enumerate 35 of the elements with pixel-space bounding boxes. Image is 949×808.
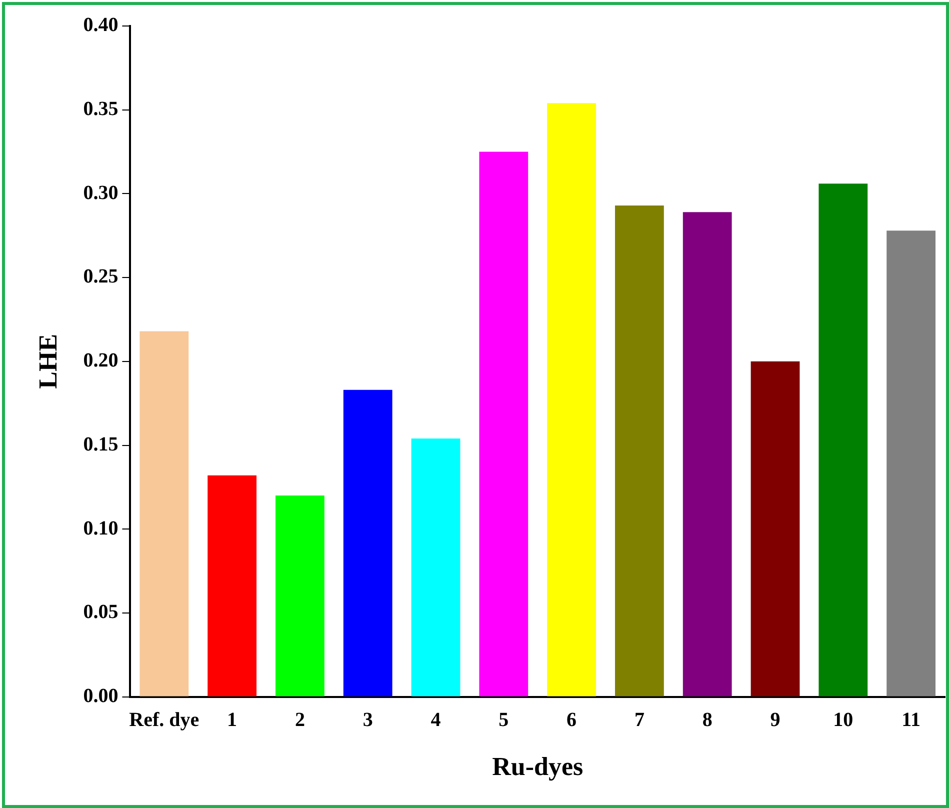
- y-tick-label: 0.35: [83, 98, 118, 120]
- bar: [140, 331, 189, 696]
- y-tick-label: 0.25: [83, 266, 118, 288]
- x-tick-label: 10: [833, 708, 854, 731]
- bar: [615, 205, 664, 696]
- x-tick-label: 7: [634, 708, 644, 731]
- y-tick-label: 0.00: [83, 684, 118, 707]
- bar: [547, 103, 596, 696]
- x-tick-label: 6: [566, 708, 577, 731]
- bar: [479, 152, 528, 696]
- bar: [682, 212, 732, 696]
- y-axis-title: LHE: [33, 334, 62, 389]
- x-tick-label: 2: [294, 708, 305, 731]
- x-tick-label: 5: [498, 708, 509, 731]
- y-tick-label: 0.05: [83, 601, 118, 624]
- bar: [818, 184, 868, 696]
- x-tick-label: 1: [227, 708, 238, 731]
- y-tick-label: 0.10: [83, 517, 118, 540]
- bar: [343, 390, 392, 696]
- x-tick-label: 9: [770, 708, 780, 731]
- bar: [750, 361, 800, 696]
- bar: [276, 496, 324, 696]
- y-tick-label: 0.15: [83, 433, 118, 456]
- bar: [886, 230, 936, 696]
- y-tick-label: 0.20: [83, 350, 118, 372]
- y-tick-label: 0.30: [83, 182, 118, 204]
- x-tick-label: 8: [702, 708, 712, 731]
- x-tick-label: Ref. dye: [129, 708, 200, 731]
- bar: [411, 438, 460, 696]
- bar: [208, 475, 256, 696]
- x-tick-label: 4: [430, 708, 441, 731]
- x-tick-label: 11: [902, 708, 921, 731]
- x-tick-label: 3: [362, 708, 373, 731]
- y-tick-label: 0.40: [83, 14, 118, 36]
- x-axis-title: Ru-dyes: [492, 752, 584, 782]
